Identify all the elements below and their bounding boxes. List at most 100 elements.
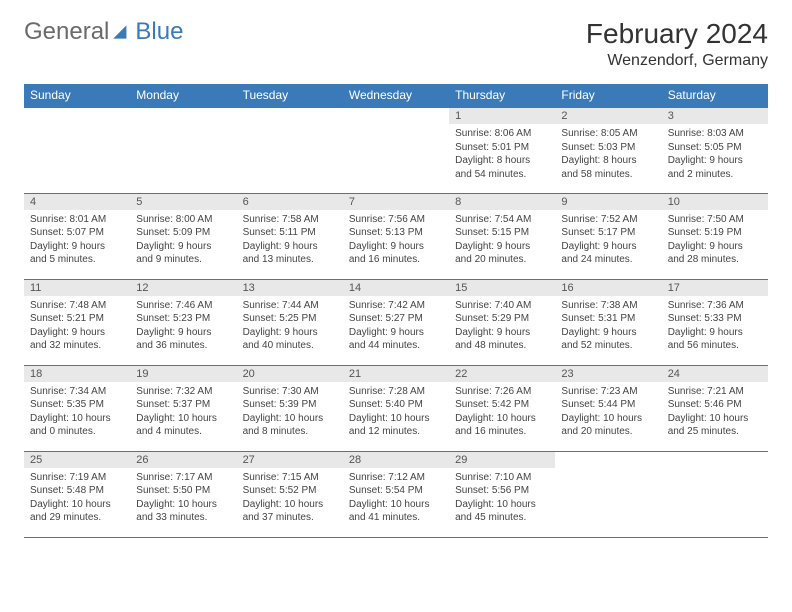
sunset-text: Sunset: 5:42 PM [455,398,549,412]
calendar-cell: 1Sunrise: 8:06 AMSunset: 5:01 PMDaylight… [449,107,555,193]
daylight-text-2: and 33 minutes. [136,511,230,525]
sunset-text: Sunset: 5:11 PM [243,226,337,240]
sunrise-text: Sunrise: 7:12 AM [349,471,443,485]
day-details: Sunrise: 7:23 AMSunset: 5:44 PMDaylight:… [555,382,661,445]
sunset-text: Sunset: 5:33 PM [668,312,762,326]
sunrise-text: Sunrise: 7:54 AM [455,213,549,227]
day-number: 15 [449,280,555,296]
daylight-text-2: and 20 minutes. [455,253,549,267]
calendar-cell: 11Sunrise: 7:48 AMSunset: 5:21 PMDayligh… [24,279,130,365]
daylight-text-2: and 41 minutes. [349,511,443,525]
daylight-text-1: Daylight: 9 hours [668,240,762,254]
daylight-text-2: and 16 minutes. [455,425,549,439]
calendar-cell: 16Sunrise: 7:38 AMSunset: 5:31 PMDayligh… [555,279,661,365]
logo-text-blue: Blue [135,18,183,46]
sunrise-text: Sunrise: 8:01 AM [30,213,124,227]
day-details: Sunrise: 8:00 AMSunset: 5:09 PMDaylight:… [130,210,236,273]
sunset-text: Sunset: 5:27 PM [349,312,443,326]
daylight-text-2: and 52 minutes. [561,339,655,353]
day-number: 1 [449,108,555,124]
sunrise-text: Sunrise: 8:06 AM [455,127,549,141]
title-block: February 2024 Wenzendorf, Germany [586,18,768,70]
daylight-text-2: and 4 minutes. [136,425,230,439]
sunrise-text: Sunrise: 7:58 AM [243,213,337,227]
daylight-text-2: and 28 minutes. [668,253,762,267]
daylight-text-1: Daylight: 9 hours [668,154,762,168]
daylight-text-2: and 32 minutes. [30,339,124,353]
daylight-text-1: Daylight: 9 hours [455,240,549,254]
day-details: Sunrise: 7:44 AMSunset: 5:25 PMDaylight:… [237,296,343,359]
calendar-cell [555,451,661,537]
day-details: Sunrise: 7:19 AMSunset: 5:48 PMDaylight:… [24,468,130,531]
sunset-text: Sunset: 5:13 PM [349,226,443,240]
day-details: Sunrise: 7:38 AMSunset: 5:31 PMDaylight:… [555,296,661,359]
logo: General Blue [24,18,183,46]
day-header: Wednesday [343,84,449,107]
day-details: Sunrise: 7:32 AMSunset: 5:37 PMDaylight:… [130,382,236,445]
day-number: 29 [449,452,555,468]
day-header: Monday [130,84,236,107]
daylight-text-1: Daylight: 10 hours [349,498,443,512]
sunrise-text: Sunrise: 7:46 AM [136,299,230,313]
day-number: 26 [130,452,236,468]
day-number: 12 [130,280,236,296]
sunrise-text: Sunrise: 7:23 AM [561,385,655,399]
daylight-text-2: and 8 minutes. [243,425,337,439]
day-header: Sunday [24,84,130,107]
day-details: Sunrise: 7:52 AMSunset: 5:17 PMDaylight:… [555,210,661,273]
daylight-text-1: Daylight: 10 hours [455,412,549,426]
day-number: 21 [343,366,449,382]
daylight-text-2: and 24 minutes. [561,253,655,267]
daylight-text-2: and 2 minutes. [668,168,762,182]
daylight-text-1: Daylight: 10 hours [30,412,124,426]
sunrise-text: Sunrise: 8:00 AM [136,213,230,227]
calendar-cell: 2Sunrise: 8:05 AMSunset: 5:03 PMDaylight… [555,107,661,193]
page-title: February 2024 [586,18,768,50]
day-number: 28 [343,452,449,468]
daylight-text-1: Daylight: 10 hours [349,412,443,426]
sunrise-text: Sunrise: 7:32 AM [136,385,230,399]
sunrise-text: Sunrise: 7:28 AM [349,385,443,399]
calendar-cell: 9Sunrise: 7:52 AMSunset: 5:17 PMDaylight… [555,193,661,279]
daylight-text-1: Daylight: 8 hours [455,154,549,168]
daylight-text-1: Daylight: 10 hours [455,498,549,512]
daylight-text-2: and 54 minutes. [455,168,549,182]
calendar-week-row: 18Sunrise: 7:34 AMSunset: 5:35 PMDayligh… [24,365,768,451]
daylight-text-1: Daylight: 10 hours [136,412,230,426]
day-details: Sunrise: 7:30 AMSunset: 5:39 PMDaylight:… [237,382,343,445]
sunrise-text: Sunrise: 7:52 AM [561,213,655,227]
day-number: 19 [130,366,236,382]
sunset-text: Sunset: 5:03 PM [561,141,655,155]
daylight-text-2: and 25 minutes. [668,425,762,439]
daylight-text-2: and 37 minutes. [243,511,337,525]
sunset-text: Sunset: 5:21 PM [30,312,124,326]
sunrise-text: Sunrise: 7:34 AM [30,385,124,399]
sunset-text: Sunset: 5:31 PM [561,312,655,326]
daylight-text-2: and 45 minutes. [455,511,549,525]
day-number: 25 [24,452,130,468]
sunrise-text: Sunrise: 7:21 AM [668,385,762,399]
day-number: 18 [24,366,130,382]
day-number: 8 [449,194,555,210]
daylight-text-2: and 13 minutes. [243,253,337,267]
daylight-text-1: Daylight: 10 hours [561,412,655,426]
sunset-text: Sunset: 5:17 PM [561,226,655,240]
day-details: Sunrise: 7:50 AMSunset: 5:19 PMDaylight:… [662,210,768,273]
daylight-text-1: Daylight: 10 hours [136,498,230,512]
header: General Blue February 2024 Wenzendorf, G… [24,18,768,70]
calendar-cell: 3Sunrise: 8:03 AMSunset: 5:05 PMDaylight… [662,107,768,193]
day-number: 10 [662,194,768,210]
sunrise-text: Sunrise: 7:17 AM [136,471,230,485]
daylight-text-2: and 44 minutes. [349,339,443,353]
day-details: Sunrise: 8:06 AMSunset: 5:01 PMDaylight:… [449,124,555,187]
daylight-text-1: Daylight: 9 hours [243,326,337,340]
logo-triangle-icon [111,21,133,43]
daylight-text-1: Daylight: 9 hours [243,240,337,254]
day-number: 22 [449,366,555,382]
calendar-cell: 20Sunrise: 7:30 AMSunset: 5:39 PMDayligh… [237,365,343,451]
calendar-cell: 23Sunrise: 7:23 AMSunset: 5:44 PMDayligh… [555,365,661,451]
calendar-cell: 13Sunrise: 7:44 AMSunset: 5:25 PMDayligh… [237,279,343,365]
day-details: Sunrise: 7:26 AMSunset: 5:42 PMDaylight:… [449,382,555,445]
daylight-text-1: Daylight: 9 hours [30,240,124,254]
day-details: Sunrise: 7:21 AMSunset: 5:46 PMDaylight:… [662,382,768,445]
